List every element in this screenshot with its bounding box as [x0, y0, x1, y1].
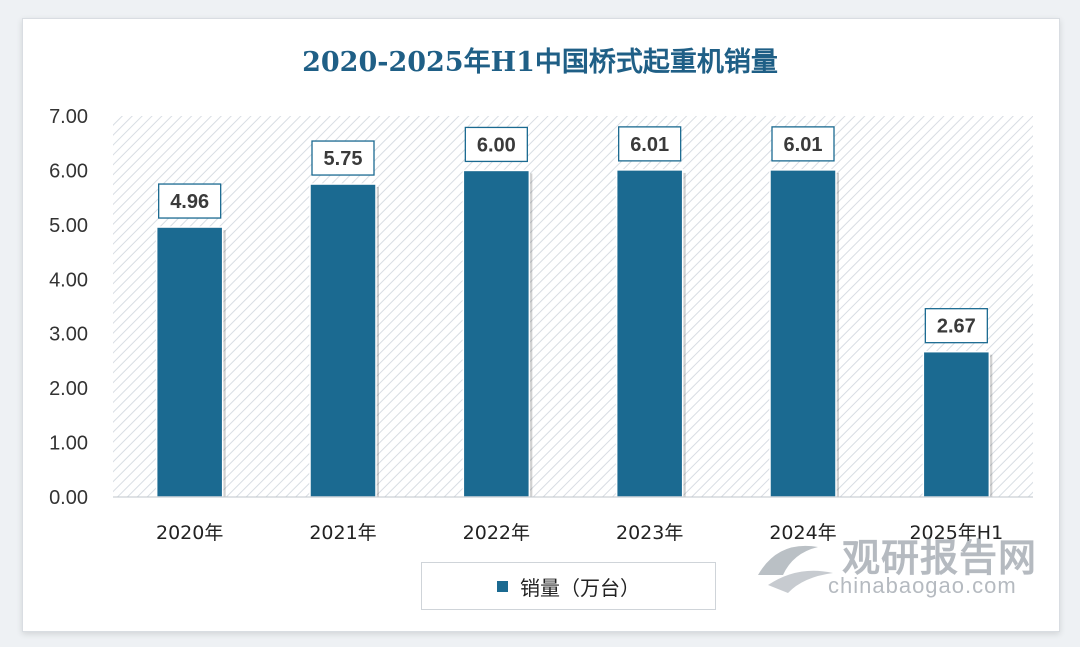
- plot-area: [113, 116, 1033, 497]
- x-tick-label: 2021年: [309, 522, 376, 544]
- bar: [155, 226, 224, 498]
- y-tick-label: 5.00: [49, 215, 88, 237]
- data-label: 6.01: [784, 134, 823, 156]
- y-tick-label: 7.00: [49, 106, 88, 128]
- x-tick-label: 2023年: [616, 522, 683, 544]
- chart-title: 2020-2025年H1中国桥式起重机销量: [302, 47, 778, 78]
- bar: [462, 169, 531, 498]
- data-label-box: [464, 126, 528, 163]
- bar: [922, 350, 991, 498]
- bar: [615, 169, 684, 498]
- data-label: 6.00: [477, 134, 516, 156]
- y-tick-label: 1.00: [49, 433, 88, 455]
- legend-swatch: [497, 580, 508, 592]
- watermark: 观研报告网 chinabaogao.com: [748, 527, 1048, 607]
- y-tick-label: 4.00: [49, 269, 88, 291]
- data-label: 2.67: [937, 316, 976, 338]
- x-tick-label: 2024年: [769, 522, 836, 544]
- data-label-box: [158, 183, 222, 219]
- data-label-box: [311, 140, 375, 176]
- data-label-box: [771, 126, 835, 162]
- x-tick-label: 2022年: [463, 522, 530, 544]
- bar: [769, 169, 837, 498]
- data-label-box: [924, 308, 988, 344]
- bar: [309, 183, 377, 498]
- legend-label: 销量（万台）: [520, 575, 640, 600]
- x-tick-label: 2020年: [156, 522, 223, 544]
- data-label: 4.96: [170, 191, 209, 213]
- legend: 销量（万台）: [421, 562, 716, 610]
- y-tick-label: 6.00: [49, 160, 88, 182]
- data-label: 5.75: [324, 148, 363, 170]
- y-tick-label: 0.00: [49, 487, 88, 509]
- watermark-url: chinabaogao.com: [828, 573, 1017, 598]
- x-tick-label: 2025年H1: [909, 522, 1003, 544]
- data-label-box: [618, 126, 682, 162]
- y-tick-label: 3.00: [49, 324, 88, 346]
- data-label: 6.01: [630, 134, 669, 156]
- chinabaogao-logo-icon: [758, 545, 833, 593]
- y-tick-label: 2.00: [49, 378, 88, 400]
- watermark-name: 观研报告网: [842, 536, 1038, 580]
